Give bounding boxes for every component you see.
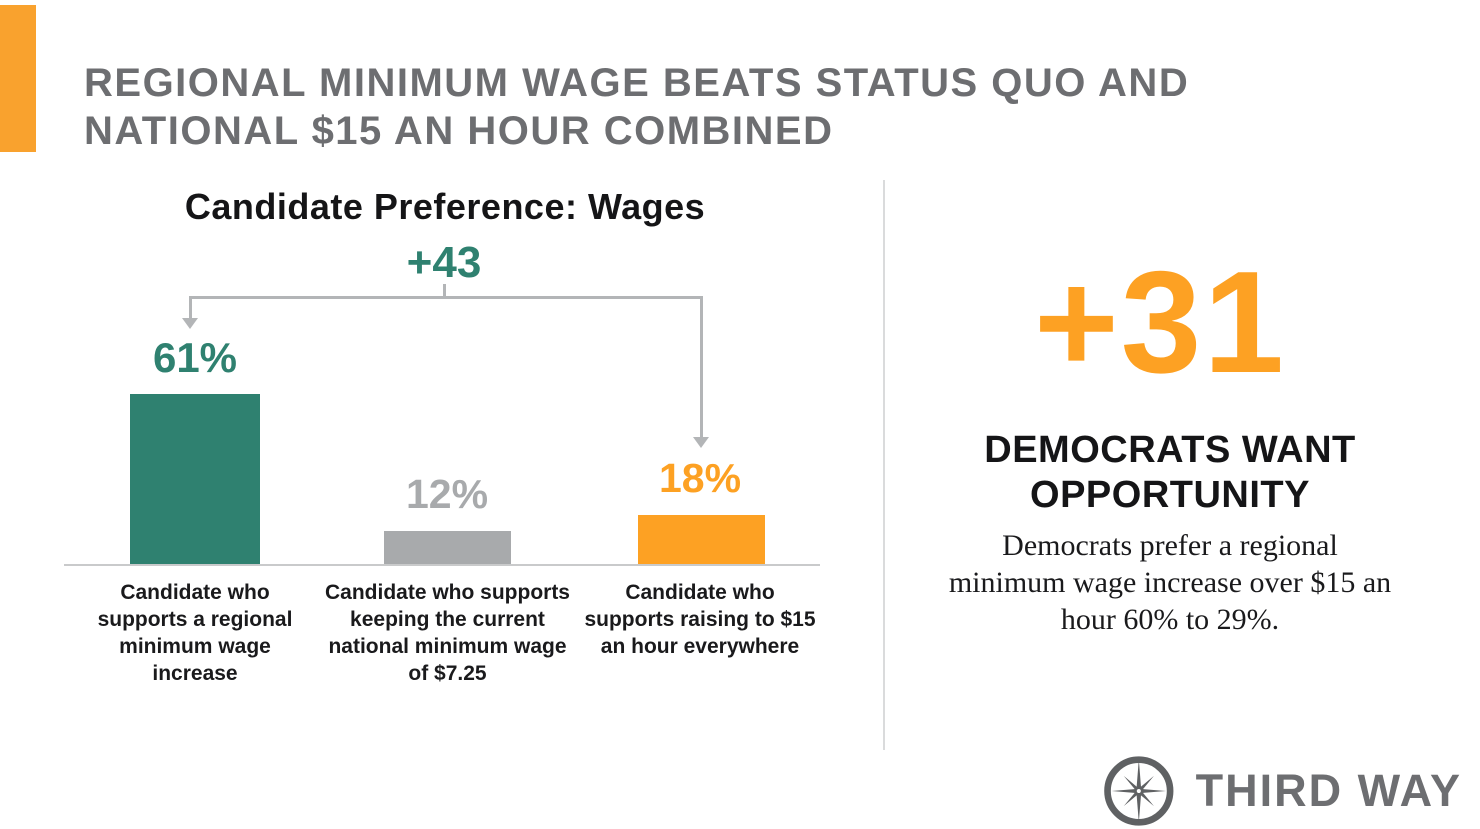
orange-corner-accent <box>0 5 36 152</box>
page-title: REGIONAL MINIMUM WAGE BEATS STATUS QUO A… <box>84 59 1424 155</box>
vertical-divider <box>883 180 885 750</box>
bar-national-15 <box>638 514 765 565</box>
bar-status-quo <box>384 531 511 565</box>
bracket-right-arm-line <box>700 296 703 438</box>
bar-category-national-15: Candidate who supports raising to $15 an… <box>584 581 816 658</box>
thirdway-logo: THIRD WAY <box>1102 752 1462 829</box>
page-title-line2: NATIONAL $15 AN HOUR COMBINED <box>84 108 834 153</box>
bracket-left-arm-line <box>189 296 192 319</box>
panel-body-text: Democrats prefer a regional minimum wage… <box>948 529 1392 636</box>
bar-value-status-quo: 12% <box>405 471 489 518</box>
bar-value-national-15: 18% <box>658 454 742 501</box>
difference-annotation: +43 <box>406 238 482 287</box>
panel-heading: DEMOCRATS WANT OPPORTUNITY <box>984 429 1356 516</box>
compass-star-icon <box>1104 756 1174 826</box>
x-axis-baseline <box>64 564 820 566</box>
down-arrow-icon <box>693 437 709 448</box>
bar-category-status-quo: Candidate who supports keeping the curre… <box>324 581 570 685</box>
brand-name: THIRD WAY <box>1195 765 1462 816</box>
down-arrow-icon <box>182 318 198 329</box>
stat-number: +31 <box>1034 241 1286 403</box>
chart-title: Candidate Preference: Wages <box>184 186 706 227</box>
bar-regional-minimum-wage <box>130 394 260 565</box>
bracket-horizontal-line <box>189 296 703 299</box>
bar-category-regional: Candidate who supports a regional minimu… <box>97 581 293 685</box>
page-title-line1: REGIONAL MINIMUM WAGE BEATS STATUS QUO A… <box>84 60 1190 105</box>
bracket-tick-line <box>443 284 446 298</box>
bar-value-regional: 61% <box>152 334 238 382</box>
